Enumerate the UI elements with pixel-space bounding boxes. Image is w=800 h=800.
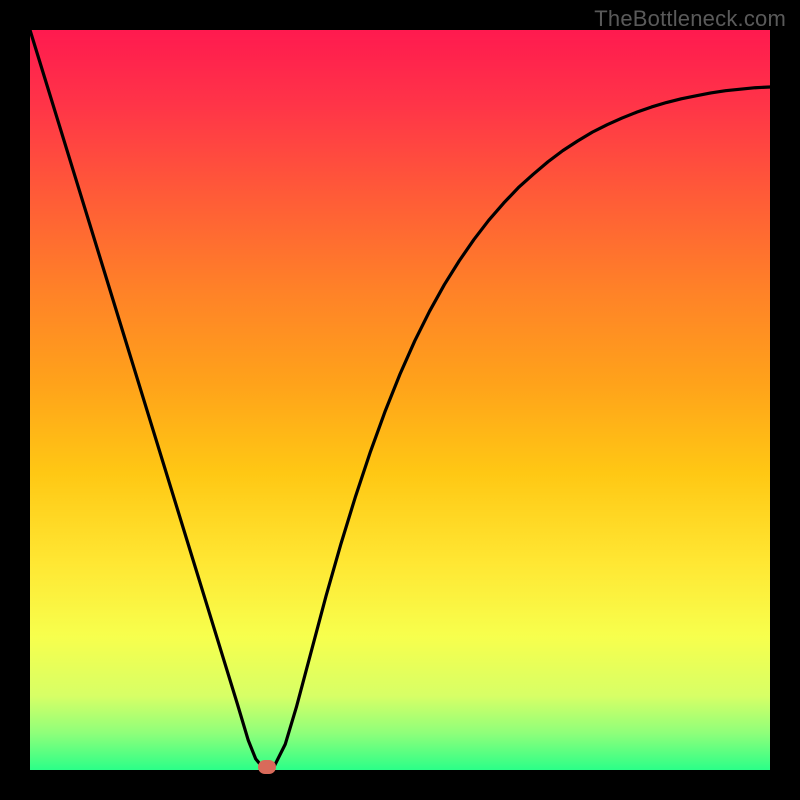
chart-plot-area — [30, 30, 770, 770]
gradient-background — [30, 30, 770, 770]
optimal-point-marker — [258, 760, 276, 774]
chart-svg — [30, 30, 770, 770]
watermark-text: TheBottleneck.com — [594, 6, 786, 32]
